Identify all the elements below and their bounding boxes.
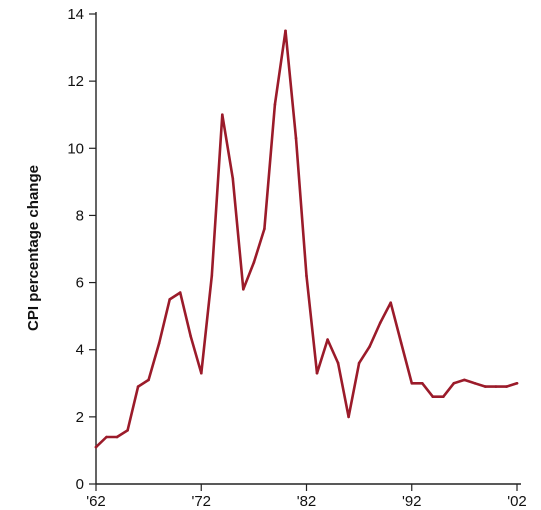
series-line [94,29,519,449]
data-point [399,341,403,345]
x-axis: '62 '72 '82 '92 '02 [86,483,527,510]
y-tick-label: 6 [76,275,84,292]
data-point [442,395,445,399]
data-point [515,382,519,385]
data-point [147,378,150,382]
y-tick-label: 14 [67,6,84,23]
data-point [105,435,108,439]
data-point [389,301,393,305]
y-axis: 0 2 4 6 8 10 12 14 [67,6,97,493]
data-point [463,378,466,382]
y-tick-label: 10 [67,140,84,157]
data-point [115,435,119,439]
y-tick-label: 2 [76,409,84,426]
x-tick-label: '62 [86,493,106,510]
data-point [336,361,340,365]
data-point [421,382,424,385]
data-point [494,385,498,388]
y-tick-label: 12 [67,73,84,90]
data-point [410,382,414,385]
data-point [210,274,214,278]
data-point [136,385,140,388]
data-point [357,361,361,365]
data-point [452,382,456,385]
data-point [473,382,477,385]
data-point [347,415,350,419]
data-point [305,274,308,278]
data-point [484,385,487,388]
data-point [200,371,203,375]
data-point [126,429,129,432]
y-axis-title: CPI percentage change [25,165,42,331]
data-point [231,177,235,180]
x-tick-label: '02 [507,493,527,510]
data-point [157,341,161,345]
y-tick-label: 8 [76,207,84,224]
x-tick-label: '92 [402,493,422,510]
data-point [263,227,266,231]
data-point [178,291,182,294]
data-point [378,321,382,325]
data-point [94,445,98,449]
data-point [294,136,298,140]
x-tick-label: '82 [297,493,317,510]
y-tick-label: 4 [76,342,84,359]
data-point [431,395,435,399]
data-point [252,261,256,264]
data-point [505,385,508,388]
series-layer [94,29,519,449]
data-point [221,113,224,116]
data-point [326,338,329,341]
x-tick-label: '72 [191,493,211,510]
y-tick-label: 0 [76,476,84,493]
data-point [168,298,171,301]
data-point [284,29,287,33]
data-point [189,335,192,338]
data-point [242,288,245,291]
data-point [315,371,319,375]
data-point [368,345,372,348]
data-point [273,103,277,106]
